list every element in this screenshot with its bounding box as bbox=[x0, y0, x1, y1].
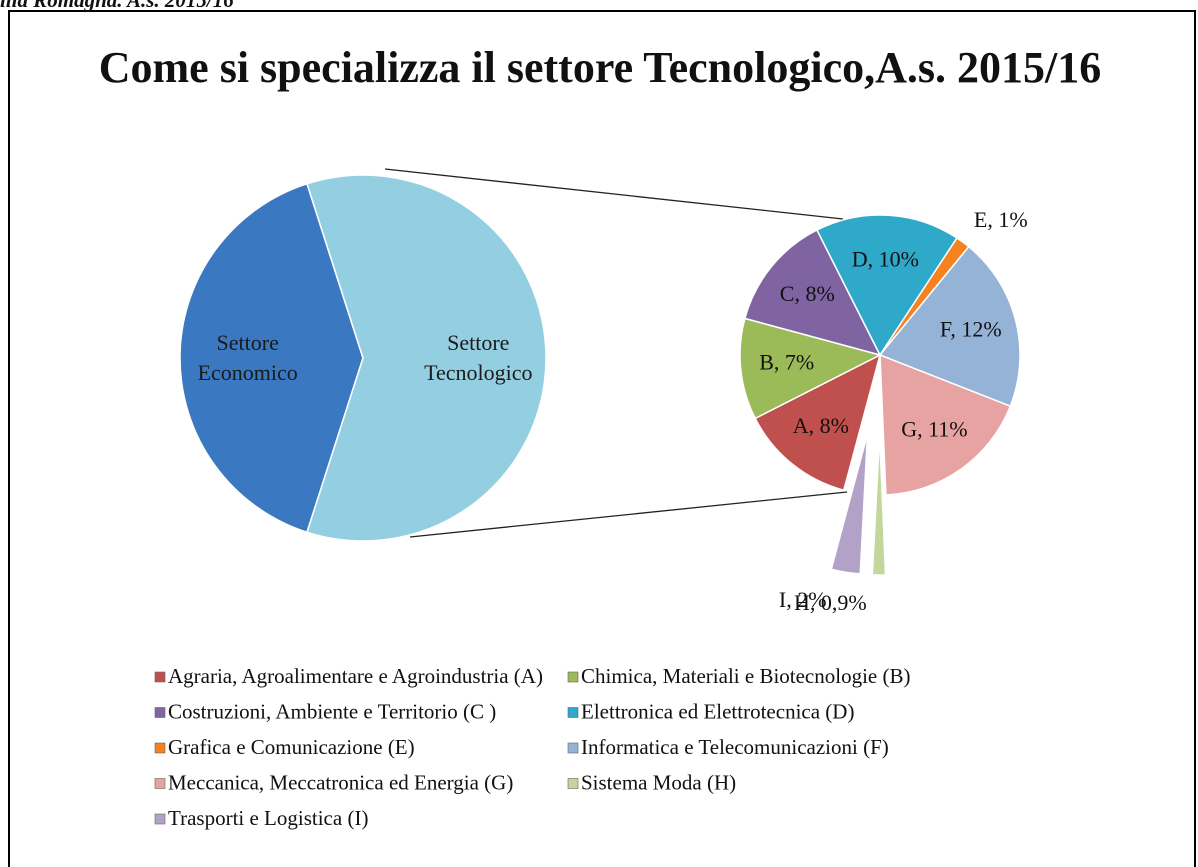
data-label: C, 8% bbox=[780, 281, 835, 306]
data-label: D, 10% bbox=[852, 246, 919, 271]
legend-label: Chimica, Materiali e Biotecnologie (B) bbox=[581, 664, 911, 688]
connector bbox=[409, 491, 848, 538]
legend-swatch bbox=[567, 778, 579, 789]
legend-swatch bbox=[567, 707, 579, 718]
legend-label: Grafica e Comunicazione (E) bbox=[168, 735, 415, 759]
header: ilia Romagna. A.s. 2015/16 bbox=[0, 0, 234, 12]
chart-title: Come si specializza il settore Tecnologi… bbox=[99, 43, 1102, 92]
pie-slice bbox=[871, 434, 887, 576]
pie-slice bbox=[739, 317, 883, 420]
data-label: B, 7% bbox=[759, 350, 814, 375]
pie-slice bbox=[179, 182, 364, 534]
legend-swatch bbox=[154, 813, 166, 825]
data-label: G, 11% bbox=[901, 416, 967, 441]
legend-label: Meccanica, Meccatronica ed Energia (G) bbox=[168, 770, 513, 794]
data-label: E, 1% bbox=[974, 207, 1028, 232]
legend-label: Costruzioni, Ambiente e Territorio (C ) bbox=[168, 699, 496, 723]
legend-label: Agraria, Agroalimentare e Agroindustria … bbox=[168, 664, 543, 688]
data-label: H, 0,9% bbox=[794, 590, 867, 615]
connector bbox=[384, 168, 844, 220]
legend-swatch bbox=[154, 778, 166, 789]
legend-label: Informatica e Telecomunicazioni (F) bbox=[581, 735, 889, 759]
slice-label: Settore Economico bbox=[197, 330, 298, 385]
slice-label: Settore Tecnologico bbox=[424, 330, 533, 385]
legend-swatch bbox=[154, 671, 166, 683]
pie-slice bbox=[743, 228, 882, 357]
pie-slice bbox=[306, 174, 547, 542]
pie-slice bbox=[815, 214, 958, 357]
legend-swatch bbox=[154, 742, 166, 754]
legend-swatch bbox=[154, 707, 166, 718]
pie-slice bbox=[830, 433, 869, 575]
pie-slice bbox=[754, 353, 882, 492]
legend-label: Elettronica ed Elettrotecnica (D) bbox=[581, 699, 854, 723]
data-label: F, 12% bbox=[940, 316, 1002, 341]
legend-label: Sistema Moda (H) bbox=[581, 770, 736, 794]
legend-label: Trasporti e Logistica (I) bbox=[168, 806, 368, 830]
legend-swatch bbox=[567, 671, 579, 683]
pie-slice bbox=[878, 245, 1021, 408]
data-label: I, 2% bbox=[779, 587, 827, 612]
pie-slice bbox=[879, 353, 1012, 496]
legend-swatch bbox=[567, 742, 579, 754]
data-label: A, 8% bbox=[793, 413, 849, 438]
